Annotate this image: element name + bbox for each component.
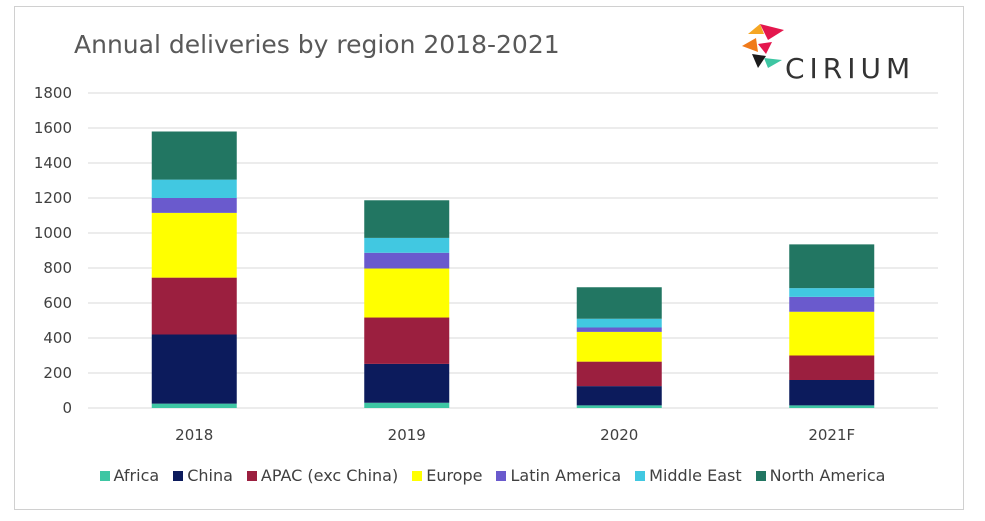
y-axis-ticks: 0 200 400 600 800 1000 1200 1400 1600 1800: [34, 84, 72, 417]
bar-segment: [576, 405, 662, 408]
bar-segment: [364, 200, 450, 238]
legend-item: Africa: [99, 466, 160, 485]
y-tick-label: 1200: [34, 189, 72, 207]
logo-text: CIRIUM: [785, 52, 916, 85]
x-axis-ticks: 2018 2019 2020 2021F: [175, 426, 855, 444]
bar-segment: [364, 268, 450, 318]
legend-item: Latin America: [496, 466, 621, 485]
x-tick-label: 2021F: [808, 426, 855, 444]
y-tick-label: 0: [62, 399, 72, 417]
bar-segment: [576, 327, 662, 332]
y-tick-label: 1800: [34, 84, 72, 102]
legend-item: Middle East: [635, 466, 742, 485]
y-tick-label: 1000: [34, 224, 72, 242]
bar-segment: [364, 402, 450, 408]
bars: [151, 131, 875, 408]
bar-segment: [789, 288, 875, 297]
bar-segment: [151, 334, 237, 404]
bar-segment: [151, 131, 237, 180]
legend-label: Europe: [426, 466, 483, 485]
bar-segment: [789, 244, 875, 289]
bar-segment: [789, 405, 875, 408]
bar-segment: [151, 212, 237, 278]
bar-segment: [576, 361, 662, 387]
y-tick-label: 600: [43, 294, 72, 312]
legend-item: Europe: [412, 466, 482, 485]
bar-segment: [576, 331, 662, 362]
x-tick-label: 2019: [388, 426, 426, 444]
x-tick-label: 2020: [600, 426, 638, 444]
y-tick-label: 1400: [34, 154, 72, 172]
bar-segment: [364, 317, 450, 364]
legend-item: China: [173, 466, 233, 485]
bar-segment: [789, 311, 875, 356]
y-tick-label: 1600: [34, 119, 72, 137]
bar-segment: [576, 386, 662, 406]
bar-segment: [576, 318, 662, 328]
bar-segment: [576, 287, 662, 319]
x-tick-label: 2018: [175, 426, 213, 444]
y-tick-label: 400: [43, 329, 72, 347]
bar-segment: [789, 380, 875, 406]
bar-segment: [151, 403, 237, 408]
bar-segment: [364, 237, 450, 253]
legend-label: China: [187, 466, 233, 485]
legend-label: APAC (exc China): [260, 466, 399, 485]
legend-swatch: [755, 470, 766, 481]
legend-item: North America: [755, 466, 886, 485]
legend-label: Africa: [113, 466, 160, 485]
legend: Africa China APAC (exc China) Europe Latin A…: [0, 466, 985, 485]
legend-swatch: [635, 470, 646, 481]
legend-item: APAC (exc China): [246, 466, 399, 485]
legend-label: Middle East: [649, 466, 742, 485]
bar-segment: [151, 198, 237, 213]
legend-label: Latin America: [510, 466, 622, 485]
legend-swatch: [173, 470, 184, 481]
bar-segment: [789, 355, 875, 380]
y-tick-label: 200: [43, 364, 72, 382]
bar-segment: [789, 296, 875, 312]
y-tick-label: 800: [43, 259, 72, 277]
legend-swatch: [412, 470, 423, 481]
cirium-mark-icon: [742, 24, 784, 68]
legend-swatch: [99, 470, 110, 481]
legend-swatch: [246, 470, 257, 481]
chart-title: Annual deliveries by region 2018-2021: [74, 30, 560, 59]
cirium-logo: CIRIUM: [738, 22, 938, 92]
bar-segment: [364, 363, 450, 403]
bar-segment: [364, 252, 450, 269]
legend-swatch: [496, 470, 507, 481]
bar-segment: [151, 179, 237, 198]
legend-label: North America: [769, 466, 886, 485]
bar-segment: [151, 277, 237, 335]
